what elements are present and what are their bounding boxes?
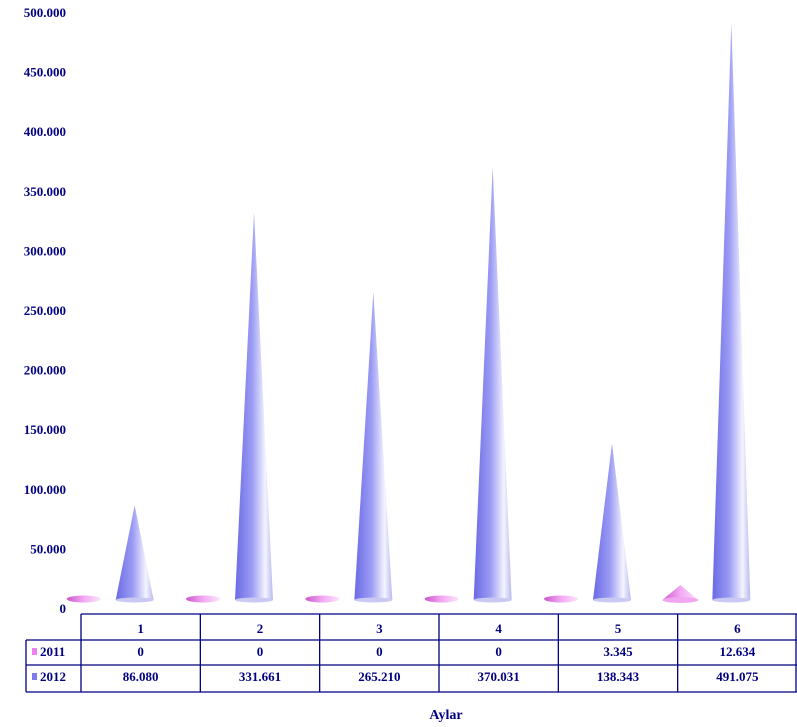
legend-label-2012: 2012 bbox=[40, 669, 66, 684]
y-tick-label: 350.000 bbox=[24, 184, 66, 199]
cone-2012-base bbox=[235, 597, 273, 603]
x-tick-label: 6 bbox=[734, 621, 741, 636]
y-tick-label: 250.000 bbox=[24, 303, 66, 318]
cone-2011 bbox=[662, 584, 699, 600]
cone-2011-base bbox=[662, 597, 699, 603]
y-tick-label: 450.000 bbox=[24, 65, 66, 80]
data-label-2011: 0 bbox=[257, 644, 264, 659]
y-tick-label: 400.000 bbox=[24, 124, 66, 139]
x-tick-label: 3 bbox=[376, 621, 383, 636]
x-tick-label: 4 bbox=[495, 621, 502, 636]
cone-2011 bbox=[66, 595, 101, 603]
data-label-2011: 0 bbox=[137, 644, 144, 659]
data-label-2012: 331.661 bbox=[239, 669, 281, 684]
y-tick-label: 0 bbox=[60, 601, 67, 616]
cone-2011 bbox=[424, 595, 459, 603]
cone-2012-base bbox=[593, 597, 631, 603]
cone-2012 bbox=[235, 212, 273, 600]
data-label-2011: 0 bbox=[376, 644, 383, 659]
y-tick-label: 300.000 bbox=[24, 243, 66, 258]
data-table: 1 2 3 4 5 6 2011 0 0 0 0 3.345 12.634 2012 86.080 331.6… bbox=[25, 613, 797, 693]
y-tick-label: 100.000 bbox=[24, 482, 66, 497]
y-tick-label: 500.000 bbox=[24, 5, 66, 20]
cone-2011 bbox=[544, 595, 578, 603]
cone-2012-base bbox=[354, 597, 393, 603]
cone-2012-base bbox=[712, 597, 751, 603]
data-label-2012: 491.075 bbox=[716, 669, 759, 684]
cone-2012 bbox=[354, 291, 393, 600]
cone-2012 bbox=[712, 22, 751, 600]
cone-2011 bbox=[305, 595, 340, 603]
data-label-2011: 12.634 bbox=[719, 644, 755, 659]
y-axis: 0 50.000 100.000 150.000 200.000 250.000 300.0… bbox=[24, 5, 66, 616]
cone-2012 bbox=[115, 505, 154, 600]
cone-2012 bbox=[473, 166, 512, 601]
data-label-2012: 265.210 bbox=[358, 669, 400, 684]
cone-2012 bbox=[593, 443, 631, 600]
legend-label-2011: 2011 bbox=[40, 644, 65, 659]
legend-swatch-2011 bbox=[32, 648, 37, 655]
x-tick-label: 2 bbox=[257, 621, 264, 636]
data-label-2012: 86.080 bbox=[123, 669, 159, 684]
data-label-2011: 0 bbox=[495, 644, 502, 659]
x-tick-label: 5 bbox=[615, 621, 622, 636]
cone-2012-base bbox=[115, 597, 154, 603]
legend-swatch-2012 bbox=[32, 673, 37, 680]
x-tick-label: 1 bbox=[137, 621, 144, 636]
data-label-2012: 370.031 bbox=[478, 669, 520, 684]
cone-2011 bbox=[186, 595, 220, 603]
y-tick-label: 50.000 bbox=[30, 541, 66, 556]
x-axis-title: Aylar bbox=[429, 708, 462, 723]
y-tick-label: 200.000 bbox=[24, 363, 66, 378]
cone-2012-base bbox=[473, 597, 512, 603]
y-tick-label: 150.000 bbox=[24, 422, 66, 437]
data-label-2011: 3.345 bbox=[603, 644, 633, 659]
plot-area bbox=[66, 22, 751, 603]
data-label-2012: 138.343 bbox=[597, 669, 640, 684]
